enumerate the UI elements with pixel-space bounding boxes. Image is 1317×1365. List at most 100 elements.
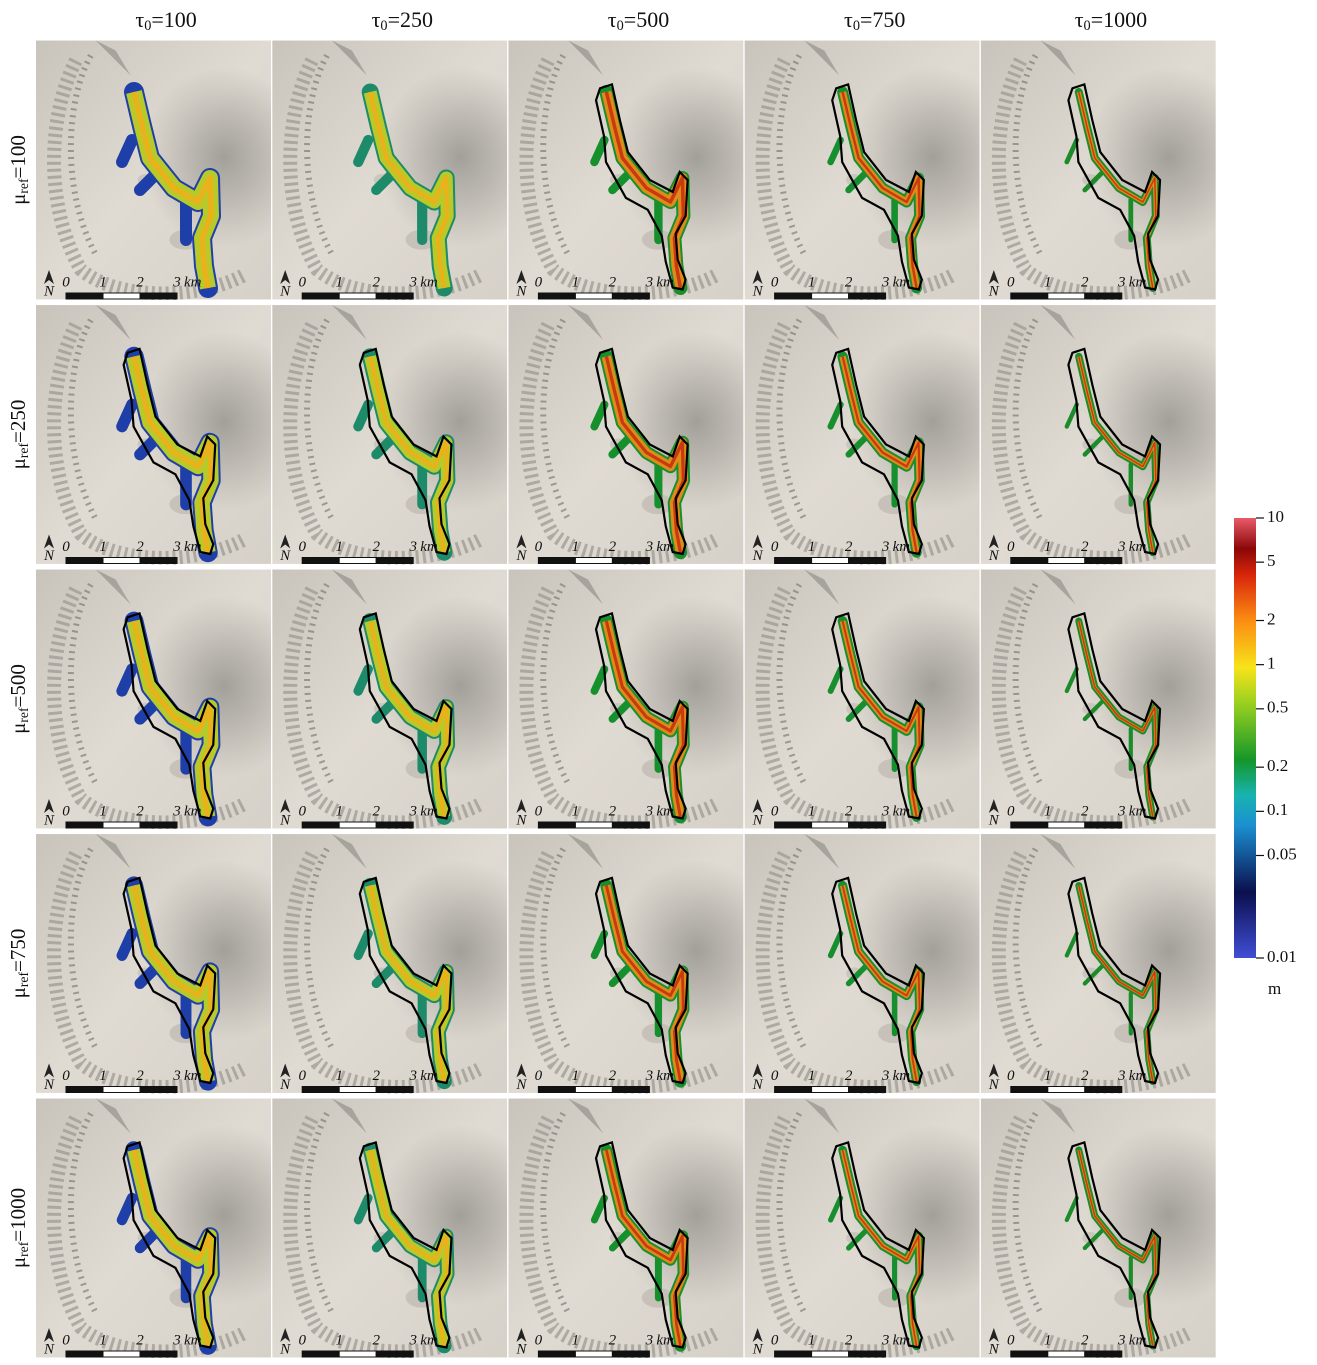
- colorbar-tick-label: 0.1: [1267, 800, 1288, 819]
- scale-label: 0: [62, 274, 70, 290]
- scale-label: 0: [771, 1332, 779, 1348]
- scale-label: 3: [172, 539, 181, 555]
- scale-label: 1: [335, 1068, 343, 1084]
- scale-label: 1: [335, 1332, 343, 1348]
- scale-label: 3: [881, 1332, 890, 1348]
- scale-label: 1: [808, 539, 816, 555]
- scale-label: 1: [572, 1068, 580, 1084]
- north-arrow: [516, 534, 527, 549]
- flow-edge: [827, 401, 898, 508]
- flow-core: [368, 620, 450, 818]
- scale-label: 1: [99, 803, 107, 819]
- map-panel: N0 1 2 3 km: [745, 570, 980, 829]
- scale-unit: km: [420, 1332, 438, 1348]
- scale-segment: [1084, 557, 1123, 564]
- scale-segment: [301, 821, 340, 829]
- label: μref=100: [6, 135, 31, 205]
- scale-segment: [611, 557, 650, 564]
- scale-segment: [65, 821, 104, 829]
- scale-segment: [811, 1350, 850, 1358]
- scale-label: 2: [609, 803, 617, 819]
- map-panel: N0 1 2 3 km: [745, 1099, 980, 1358]
- scale-label: 3: [408, 274, 417, 290]
- north-arrow: [280, 534, 291, 549]
- north-label: N: [279, 283, 291, 299]
- scale-label: 3: [645, 539, 654, 555]
- scale-segment: [574, 557, 613, 564]
- north-arrow: [280, 1063, 291, 1078]
- scale-label: 0: [298, 803, 306, 819]
- label-text: =500: [6, 664, 30, 707]
- scale-label: 2: [845, 1068, 853, 1084]
- scale-label: 0: [771, 803, 779, 819]
- scale-label: 3: [645, 1068, 654, 1084]
- label-text: =750: [860, 7, 905, 32]
- map-panel: N0 1 2 3 km: [508, 1099, 743, 1358]
- scale-segment: [611, 292, 650, 300]
- scale-segment: [774, 1086, 813, 1093]
- scale-label: 1: [808, 274, 816, 290]
- label-subscript: 0: [144, 18, 151, 34]
- scale-label: 3: [881, 539, 890, 555]
- north-label: N: [43, 1077, 55, 1093]
- scale-segment: [139, 821, 178, 829]
- flow-core: [131, 884, 214, 1082]
- scale-label: 0: [298, 274, 306, 290]
- scale-label: 1: [335, 803, 343, 819]
- scale-segment: [102, 1086, 141, 1093]
- scale-segment: [301, 1086, 340, 1093]
- colorbar-tick-label: 0.05: [1267, 844, 1297, 863]
- flow-core: [368, 356, 450, 553]
- scale-segment: [774, 821, 813, 829]
- scale-label: 2: [372, 803, 380, 819]
- north-arrow: [988, 534, 999, 549]
- flow-core: [1078, 620, 1157, 818]
- scale-segment: [1010, 557, 1049, 564]
- scale-label: 3: [408, 539, 417, 555]
- scale-label: 2: [1081, 1332, 1089, 1348]
- scale-label: 0: [535, 1068, 543, 1084]
- scale-segment: [1010, 821, 1049, 829]
- label-text: =100: [151, 7, 196, 32]
- scale-segment: [811, 1086, 850, 1093]
- flow-edge: [827, 930, 898, 1037]
- scale-label: 0: [62, 539, 70, 555]
- north-arrow: [280, 270, 291, 284]
- scale-segment: [537, 1350, 576, 1358]
- north-label: N: [988, 1077, 1000, 1093]
- scale-unit: km: [1129, 1332, 1147, 1348]
- label-text: =1000: [6, 1188, 30, 1242]
- scale-unit: km: [656, 274, 674, 290]
- flow-core: [1078, 885, 1157, 1082]
- scale-segment: [338, 1350, 377, 1358]
- flow-core: [131, 91, 214, 289]
- label-subscript: ref: [16, 1241, 31, 1257]
- scale-label: 1: [99, 539, 107, 555]
- scale-segment: [537, 557, 576, 564]
- north-label: N: [515, 548, 527, 564]
- colorbar-unit: m: [1268, 979, 1281, 998]
- scale-label: 0: [62, 803, 70, 819]
- north-label: N: [752, 1077, 764, 1093]
- scale-label: 2: [845, 1332, 853, 1348]
- scale-segment: [301, 1350, 340, 1358]
- north-arrow: [752, 534, 763, 549]
- scale-unit: km: [893, 274, 911, 290]
- scale-label: 2: [136, 803, 144, 819]
- scale-label: 0: [62, 1332, 70, 1348]
- scale-segment: [102, 1350, 141, 1358]
- label: τ0=500: [608, 7, 669, 34]
- scale-unit: km: [893, 1068, 911, 1084]
- north-arrow: [752, 270, 763, 284]
- flow-core: [841, 356, 921, 553]
- label-subscript: ref: [16, 972, 31, 988]
- scale-label: 3: [645, 803, 654, 819]
- map-panel: N0 1 2 3 km: [981, 1099, 1216, 1358]
- scale-label: 2: [609, 274, 617, 290]
- scale-segment: [102, 821, 141, 829]
- map-panel: N0 1 2 3 km: [745, 305, 980, 564]
- label: τ0=1000: [1075, 7, 1147, 34]
- flow-core: [131, 620, 214, 818]
- north-arrow: [988, 799, 999, 813]
